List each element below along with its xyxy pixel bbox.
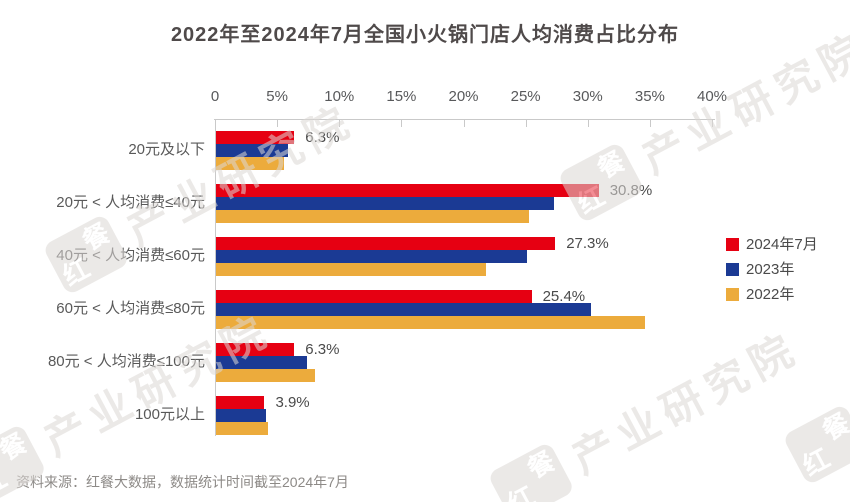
x-tick-label-8: 40% (696, 88, 728, 105)
x-tick-label-6: 30% (572, 88, 603, 105)
bar-s2-g5 (216, 422, 268, 435)
x-tick-label-7: 35% (634, 88, 665, 105)
bar-s0-g4 (216, 343, 294, 356)
x-tick-label-3: 15% (386, 88, 417, 105)
x-tick-8 (712, 119, 713, 127)
x-tick-label-4: 20% (448, 88, 479, 105)
legend-swatch-icon-0 (726, 238, 739, 251)
value-label-2: 27.3% (566, 235, 609, 252)
category-label-2: 40元 < 人均消费≤60元 (56, 247, 205, 264)
bar-s2-g1 (216, 210, 529, 223)
bar-s1-g3 (216, 303, 591, 316)
x-tick-label-5: 25% (510, 88, 541, 105)
legend-swatch-icon-2 (726, 288, 739, 301)
bar-s1-g1 (216, 197, 554, 210)
bar-s1-g4 (216, 356, 307, 369)
value-label-5: 3.9% (275, 394, 310, 411)
bar-s0-g0 (216, 131, 294, 144)
bar-s1-g0 (216, 144, 288, 157)
x-axis-line (214, 119, 715, 120)
x-tick-6 (587, 119, 589, 127)
category-label-4: 80元 < 人均消费≤100元 (47, 353, 205, 370)
x-tick-5 (525, 119, 527, 127)
x-tick-label-0: 0 (210, 88, 220, 105)
legend-label-1: 2023年 (746, 261, 795, 278)
category-label-1: 20元 < 人均消费≤40元 (56, 194, 205, 211)
x-tick-3 (401, 119, 403, 127)
bar-s1-g5 (216, 409, 266, 422)
x-tick-7 (649, 119, 651, 127)
bar-s0-g5 (216, 396, 264, 409)
legend: 2024年7月 2023年 2022年 (726, 237, 818, 302)
source-note: 资料来源：红餐大数据，数据统计时间截至2024年7月 (16, 474, 349, 490)
value-label-3: 25.4% (542, 288, 586, 305)
bar-s2-g2 (216, 263, 486, 276)
y-axis-line (215, 119, 216, 436)
legend-label-2: 2022年 (746, 286, 795, 303)
category-label-5: 100元以上 (134, 406, 205, 423)
legend-item-2: 2022年 (726, 287, 818, 302)
legend-label-0: 2024年7月 (746, 236, 818, 253)
bar-s2-g0 (216, 157, 284, 170)
legend-item-0: 2024年7月 (726, 237, 818, 252)
bar-s2-g4 (216, 369, 315, 382)
legend-item-1: 2023年 (726, 262, 818, 277)
x-tick-2 (339, 119, 341, 127)
value-label-1: 30.8% (609, 182, 653, 199)
x-tick-label-1: 5% (266, 88, 288, 105)
value-label-4: 6.3% (305, 341, 340, 358)
category-label-3: 60元 < 人均消费≤80元 (56, 300, 205, 317)
x-tick-4 (463, 119, 465, 127)
bar-s2-g3 (216, 316, 645, 329)
x-tick-label-2: 10% (324, 88, 355, 105)
x-tick-0 (215, 119, 216, 127)
legend-swatch-icon-1 (726, 263, 739, 276)
x-tick-1 (277, 119, 279, 127)
bar-s0-g3 (216, 290, 532, 303)
category-label-0: 20元及以下 (128, 141, 205, 158)
value-label-0: 6.3% (305, 129, 340, 146)
bar-s1-g2 (216, 250, 527, 263)
bar-s0-g2 (216, 237, 555, 250)
bar-s0-g1 (216, 184, 599, 197)
chart-title: 2022年至2024年7月全国小火锅门店人均消费占比分布 (170, 24, 680, 46)
